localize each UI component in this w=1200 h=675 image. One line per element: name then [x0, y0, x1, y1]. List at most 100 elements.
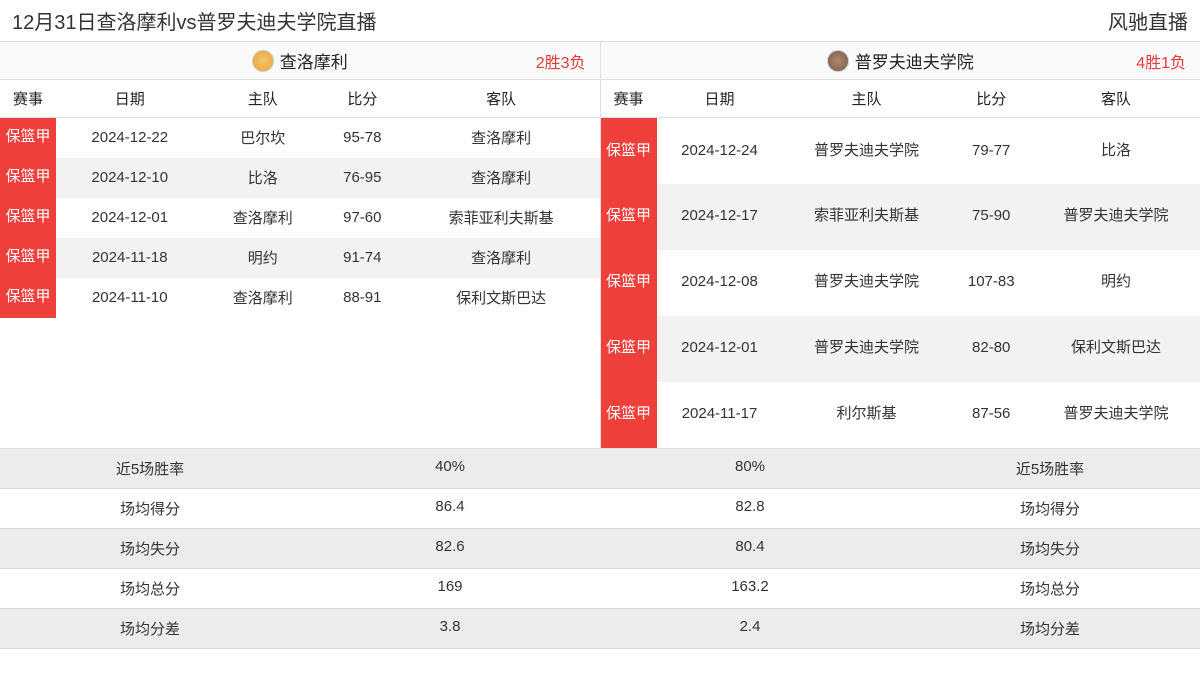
cell-away: 查洛摩利: [403, 158, 600, 198]
col-date: 日期: [56, 80, 204, 118]
stats-label-left: 近5场胜率: [0, 449, 300, 488]
basketball-icon: [827, 50, 849, 72]
table-row: 保篮甲2024-12-01查洛摩利97-60索菲亚利夫斯基: [0, 198, 600, 238]
stats-label-right: 近5场胜率: [900, 449, 1200, 488]
cell-score: 87-56: [951, 382, 1032, 448]
stats-row: 近5场胜率40%80%近5场胜率: [0, 449, 1200, 489]
cell-away: 查洛摩利: [403, 238, 600, 278]
stats-row: 场均得分86.482.8场均得分: [0, 489, 1200, 529]
cell-away: 保利文斯巴达: [403, 278, 600, 318]
cell-score: 75-90: [951, 184, 1032, 250]
cell-score: 97-60: [322, 198, 403, 238]
cell-home: 索菲亚利夫斯基: [783, 184, 951, 250]
cell-away: 明约: [1032, 250, 1200, 316]
stats-label-right: 场均总分: [900, 569, 1200, 608]
basketball-icon: [252, 50, 274, 72]
cell-home: 查洛摩利: [204, 198, 322, 238]
stats-value-right: 163.2: [600, 569, 900, 608]
left-team-record: 2胜3负: [536, 49, 586, 73]
table-row: 保篮甲2024-11-17利尔斯基87-56普罗夫迪夫学院: [601, 382, 1200, 448]
stats-value-left: 82.6: [300, 529, 600, 568]
table-row: 保篮甲2024-12-22巴尔坎95-78查洛摩利: [0, 118, 600, 158]
cell-score: 88-91: [322, 278, 403, 318]
cell-score: 79-77: [951, 118, 1032, 184]
right-team-record: 4胜1负: [1136, 49, 1186, 73]
stats-value-left: 40%: [300, 449, 600, 488]
col-score: 比分: [322, 80, 403, 118]
main-grid: 查洛摩利 2胜3负 赛事 日期 主队 比分 客队 保篮甲2024-12-22巴尔…: [0, 42, 1200, 448]
cell-date: 2024-12-08: [657, 250, 783, 316]
cell-home: 利尔斯基: [783, 382, 951, 448]
col-home: 主队: [204, 80, 322, 118]
cell-score: 82-80: [951, 316, 1032, 382]
stats-value-right: 2.4: [600, 609, 900, 648]
col-date: 日期: [657, 80, 783, 118]
competition-badge: 保篮甲: [0, 158, 56, 198]
header-bar: 12月31日查洛摩利vs普罗夫迪夫学院直播 风驰直播: [0, 0, 1200, 42]
cell-away: 索菲亚利夫斯基: [403, 198, 600, 238]
stats-value-left: 3.8: [300, 609, 600, 648]
col-away: 客队: [1032, 80, 1200, 118]
stats-row: 场均分差3.82.4场均分差: [0, 609, 1200, 649]
table-row: 保篮甲2024-12-17索菲亚利夫斯基75-90普罗夫迪夫学院: [601, 184, 1200, 250]
cell-date: 2024-12-22: [56, 118, 204, 158]
col-away: 客队: [403, 80, 600, 118]
stats-value-right: 80.4: [600, 529, 900, 568]
stats-label-left: 场均得分: [0, 489, 300, 528]
right-team-header: 普罗夫迪夫学院 4胜1负: [601, 42, 1200, 80]
cell-date: 2024-12-01: [657, 316, 783, 382]
cell-away: 查洛摩利: [403, 118, 600, 158]
cell-away: 比洛: [1032, 118, 1200, 184]
table-row: 保篮甲2024-11-18明约91-74查洛摩利: [0, 238, 600, 278]
right-team-name: 普罗夫迪夫学院: [855, 48, 974, 73]
table-row: 保篮甲2024-11-10查洛摩利88-91保利文斯巴达: [0, 278, 600, 318]
cell-away: 普罗夫迪夫学院: [1032, 382, 1200, 448]
cell-home: 普罗夫迪夫学院: [783, 316, 951, 382]
left-team-header: 查洛摩利 2胜3负: [0, 42, 600, 80]
table-row: 保篮甲2024-12-24普罗夫迪夫学院79-77比洛: [601, 118, 1200, 184]
cell-home: 明约: [204, 238, 322, 278]
stats-value-left: 86.4: [300, 489, 600, 528]
stats-value-right: 80%: [600, 449, 900, 488]
competition-badge: 保篮甲: [601, 250, 657, 316]
cell-home: 巴尔坎: [204, 118, 322, 158]
stats-value-right: 82.8: [600, 489, 900, 528]
stats-row: 场均失分82.680.4场均失分: [0, 529, 1200, 569]
cell-score: 107-83: [951, 250, 1032, 316]
competition-badge: 保篮甲: [601, 316, 657, 382]
competition-badge: 保篮甲: [601, 118, 657, 184]
cell-home: 普罗夫迪夫学院: [783, 118, 951, 184]
left-team-name: 查洛摩利: [280, 48, 348, 73]
stats-row: 场均总分169163.2场均总分: [0, 569, 1200, 609]
cell-date: 2024-12-24: [657, 118, 783, 184]
table-row: 保篮甲2024-12-10比洛76-95查洛摩利: [0, 158, 600, 198]
table-row: 保篮甲2024-12-01普罗夫迪夫学院82-80保利文斯巴达: [601, 316, 1200, 382]
stats-label-left: 场均分差: [0, 609, 300, 648]
col-competition: 赛事: [0, 80, 56, 118]
competition-badge: 保篮甲: [0, 278, 56, 318]
stats-value-left: 169: [300, 569, 600, 608]
stats-label-right: 场均失分: [900, 529, 1200, 568]
table-row: 保篮甲2024-12-08普罗夫迪夫学院107-83明约: [601, 250, 1200, 316]
cell-home: 查洛摩利: [204, 278, 322, 318]
stats-section: 近5场胜率40%80%近5场胜率场均得分86.482.8场均得分场均失分82.6…: [0, 448, 1200, 649]
table-header-row: 赛事 日期 主队 比分 客队: [0, 80, 600, 118]
page-title: 12月31日查洛摩利vs普罗夫迪夫学院直播: [12, 6, 377, 35]
stats-label-left: 场均总分: [0, 569, 300, 608]
cell-date: 2024-11-18: [56, 238, 204, 278]
competition-badge: 保篮甲: [0, 238, 56, 278]
cell-date: 2024-12-10: [56, 158, 204, 198]
competition-badge: 保篮甲: [601, 382, 657, 448]
col-home: 主队: [783, 80, 951, 118]
stats-label-right: 场均得分: [900, 489, 1200, 528]
cell-date: 2024-12-17: [657, 184, 783, 250]
competition-badge: 保篮甲: [0, 118, 56, 158]
cell-score: 95-78: [322, 118, 403, 158]
cell-away: 保利文斯巴达: [1032, 316, 1200, 382]
cell-date: 2024-11-10: [56, 278, 204, 318]
cell-home: 比洛: [204, 158, 322, 198]
cell-date: 2024-11-17: [657, 382, 783, 448]
table-header-row: 赛事 日期 主队 比分 客队: [601, 80, 1200, 118]
cell-away: 普罗夫迪夫学院: [1032, 184, 1200, 250]
stats-label-left: 场均失分: [0, 529, 300, 568]
